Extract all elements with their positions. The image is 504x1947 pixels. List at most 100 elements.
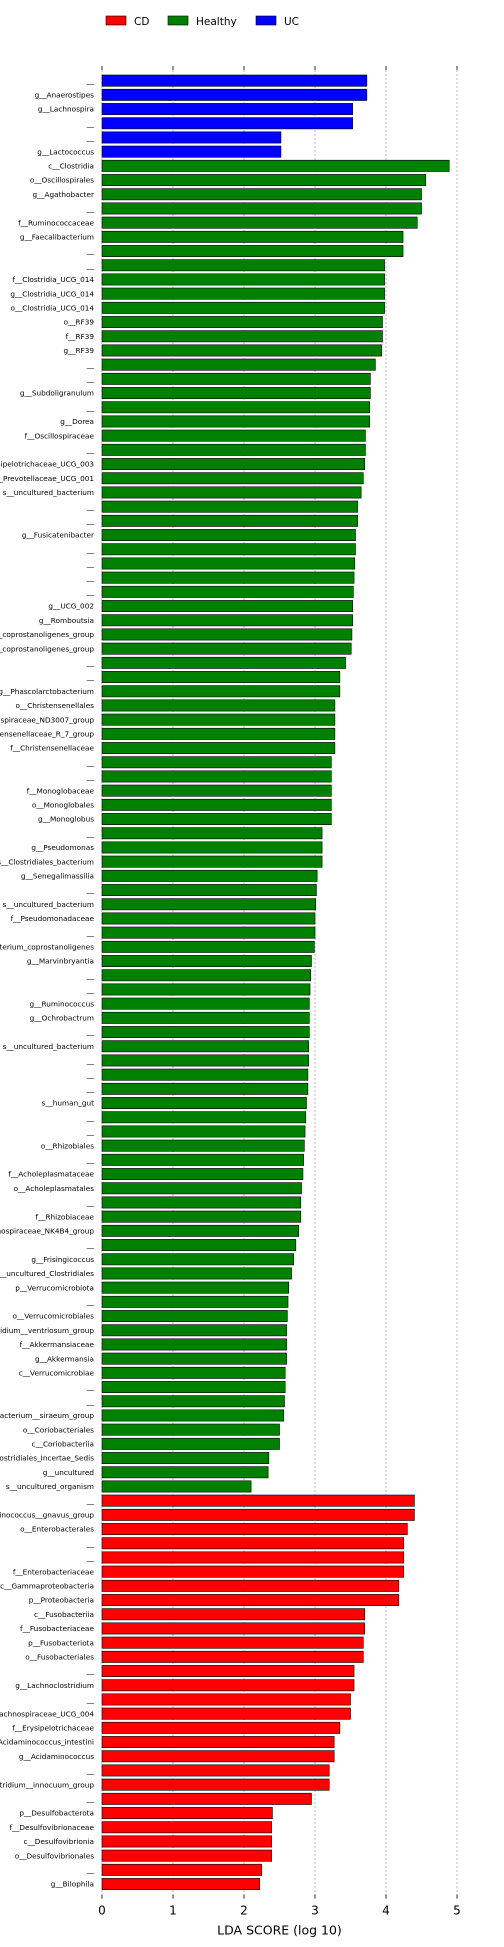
bar-label: s__uncultured_organism (6, 1482, 94, 1491)
bar (101, 174, 427, 186)
bar (101, 1168, 304, 1181)
bar (101, 713, 336, 726)
bar (101, 969, 312, 982)
bar-label: __ (86, 374, 95, 383)
bar-label: __ (86, 1794, 95, 1803)
bar-label: s__Clostridiales_bacterium (0, 857, 94, 866)
bar (101, 1082, 309, 1095)
grid-lines (101, 66, 458, 1899)
bar (101, 1636, 364, 1649)
bar-label: p__Proteobacteria (29, 1596, 94, 1605)
bar (101, 1338, 287, 1351)
bar (101, 1352, 287, 1365)
bar (101, 585, 354, 598)
bar-label: s__uncultured_bacterium (3, 900, 94, 909)
bar-label: g__Ruminococcus (30, 999, 95, 1008)
bar-label: __ (86, 1496, 95, 1505)
bar (101, 472, 364, 485)
bar-label: __ (86, 1539, 95, 1548)
bar-label: o__Rhizobiales (41, 1141, 94, 1150)
bar (101, 529, 356, 542)
bar-label: __ (86, 76, 95, 85)
bar-label: g__Subdoligranulum (20, 389, 94, 398)
bar-label: __ (86, 403, 95, 412)
bar (101, 1849, 272, 1862)
legend-swatch (255, 15, 277, 26)
bar-label: __ (86, 1865, 95, 1874)
bar-label: __ (86, 772, 95, 781)
bar-label: __ (86, 1241, 95, 1250)
bar (101, 259, 385, 272)
x-tick-label: 5 (453, 1904, 461, 1918)
bar-label: __ (86, 502, 95, 511)
bar-label: g__Eubacterium__siraeum_group (0, 1411, 94, 1420)
bar (101, 1863, 263, 1876)
bar (101, 813, 332, 826)
legend-label: CD (134, 16, 149, 28)
bar (101, 557, 356, 570)
x-tick-label: 0 (98, 1904, 106, 1918)
bar-label: f__Enterobacteriaceae (13, 1567, 95, 1576)
bar (101, 1594, 400, 1607)
bar (101, 88, 368, 101)
bar-label: f__Clostridiales_Incertae_Sedis (0, 1454, 94, 1463)
bar-label: __ (86, 1397, 95, 1406)
bar (101, 855, 323, 868)
bars (101, 74, 450, 1891)
bar-label: __ (86, 1297, 95, 1306)
bar-labels: __ g__Anaerostipes g__Lachnospira __ __ g__La… (0, 76, 95, 1888)
bar-label: __ (86, 1127, 95, 1136)
bar (101, 1565, 405, 1578)
bar-label: o__Clostridia_UCG_014 (11, 303, 95, 312)
bar-label: o__Coriobacteriales (23, 1425, 94, 1434)
bar-label: __ (86, 1667, 95, 1676)
bar (101, 1650, 364, 1663)
bar (101, 1679, 355, 1692)
bar-label: __ (86, 119, 95, 128)
bar-label: o__Acholeplasmatales (14, 1184, 95, 1193)
bar (101, 1011, 310, 1024)
bar (101, 1807, 273, 1820)
bar-label: s__human_gut (42, 1099, 94, 1108)
bar (101, 912, 316, 925)
bar (101, 642, 352, 655)
bar-label: g__Acidaminococcus (19, 1752, 94, 1761)
bar-label: c__Fusobacteriia (34, 1610, 94, 1619)
bar-label: f__Pseudomonadaceae (11, 914, 95, 923)
bar (101, 1693, 351, 1706)
bar-label: s__Clostridium__ventriosum_group (0, 1326, 94, 1335)
bar-label: g__Coprococcus_coprostanoligenes_group (0, 630, 94, 639)
bar (101, 358, 376, 371)
bar-label: __ (86, 928, 95, 937)
bar-label: g__Frisingicoccus (31, 1255, 94, 1264)
bar-label: f__RF39 (66, 332, 95, 341)
bar-label: __ (86, 1766, 95, 1775)
bar-label: __ (86, 445, 95, 454)
bar (101, 1778, 330, 1791)
bar-label: p__Fusobacteriota (28, 1638, 94, 1647)
bar (101, 571, 355, 584)
bar (101, 1125, 306, 1138)
bar-label: g__Marvinbryantia (27, 957, 94, 966)
bar (101, 1764, 330, 1777)
bar (101, 1153, 304, 1166)
bar (101, 1210, 302, 1223)
bar-label: g__Lachnoclostridium (15, 1681, 94, 1690)
bar-label: c__Gammaproteobacteria (0, 1581, 94, 1590)
bar-label: f__Erysipelotrichaceae (12, 1723, 94, 1732)
bar (101, 1068, 309, 1081)
bar-label: g__Lactococcus (37, 147, 94, 156)
bar (101, 770, 332, 783)
bar-label: g__Anaerostipes (35, 90, 95, 99)
bar (101, 1736, 335, 1749)
bar (101, 841, 323, 854)
bar-label: g__Lachnospiraceae_NK4B4_group (0, 1226, 94, 1235)
bar-label: __ (86, 1113, 95, 1122)
bar-label: o__RF39 (64, 318, 95, 327)
bar (101, 216, 418, 229)
bar-label: f__Coprococcus_coprostanoligenes_group (0, 644, 94, 653)
bar (101, 1040, 309, 1053)
bar (101, 486, 362, 499)
bar-label: __ (86, 204, 95, 213)
bar-label: __ (86, 758, 95, 767)
